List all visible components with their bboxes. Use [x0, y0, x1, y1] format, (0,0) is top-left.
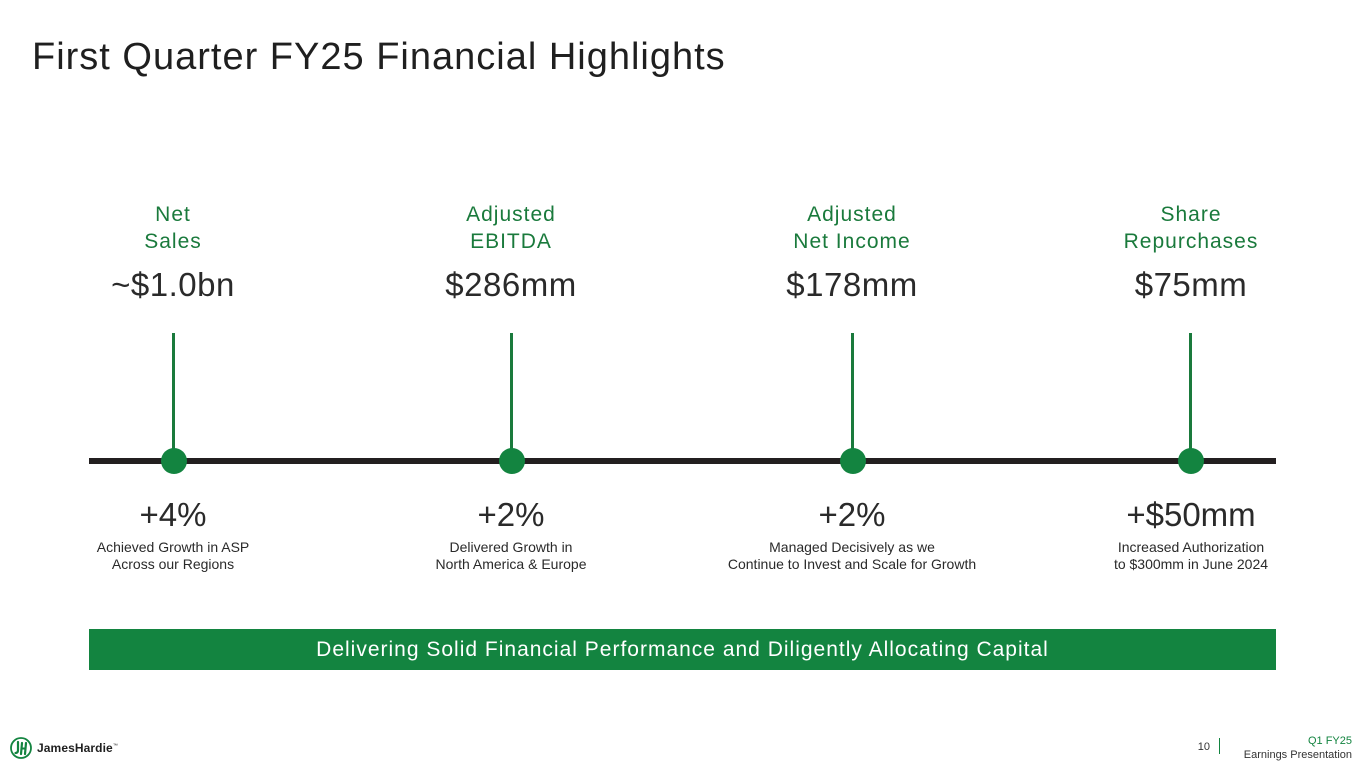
metric-description-line1: Increased Authorization — [1117, 539, 1265, 555]
metric-adjusted-net-income: Adjusted Net Income $178mm +2% Managed D… — [692, 0, 1012, 600]
metric-value: $286mm — [445, 266, 577, 303]
metric-value: ~$1.0bn — [111, 266, 235, 303]
metric-description-line2: Across our Regions — [111, 556, 235, 572]
metric-description: Increased Authorization to $300mm in Jun… — [1031, 539, 1351, 573]
metric-label-line2: EBITDA — [470, 230, 552, 253]
metric-description-line1: Delivered Growth in — [449, 539, 573, 555]
metric-change: +2% — [477, 496, 545, 533]
metric-change: +2% — [818, 496, 886, 533]
metric-value: $75mm — [1134, 266, 1248, 303]
timeline-stem — [510, 333, 513, 449]
metric-change: +$50mm — [1126, 496, 1256, 533]
summary-banner: Delivering Solid Financial Performance a… — [89, 629, 1276, 670]
metric-description: Delivered Growth in North America & Euro… — [351, 539, 671, 573]
metric-label-line1: Share — [1160, 203, 1222, 226]
metric-description-line1: Managed Decisively as we — [769, 539, 935, 555]
metric-label-line1: Adjusted — [466, 203, 556, 226]
metric-description-line2: to $300mm in June 2024 — [1113, 556, 1269, 572]
metric-label-line2: Repurchases — [1123, 230, 1259, 253]
metric-share-repurchases: Share Repurchases $75mm +$50mm Increased… — [1031, 0, 1351, 600]
metric-description: Managed Decisively as we Continue to Inv… — [692, 539, 1012, 573]
metric-description-line2: Continue to Invest and Scale for Growth — [727, 556, 977, 572]
metric-label-line2: Net Income — [793, 230, 911, 253]
metric-label: Adjusted EBITDA — [351, 201, 671, 255]
metric-label: Share Repurchases — [1031, 201, 1351, 255]
footer-label-line2: Earnings Presentation — [1243, 749, 1352, 761]
metric-description-line1: Achieved Growth in ASP — [96, 539, 250, 555]
timeline-dot — [161, 448, 187, 474]
metric-label: Net Sales — [13, 201, 333, 255]
logo-wordmark-text: JamesHardie — [37, 741, 113, 755]
footer-divider — [1219, 738, 1220, 754]
timeline-dot — [840, 448, 866, 474]
metric-label-line1: Adjusted — [807, 203, 897, 226]
metric-change: +4% — [139, 496, 207, 533]
footer-label-line1: Q1 FY25 — [1307, 735, 1352, 747]
metric-label: Adjusted Net Income — [692, 201, 1012, 255]
metric-value: $178mm — [786, 266, 918, 303]
metric-adjusted-ebitda: Adjusted EBITDA $286mm +2% Delivered Gro… — [351, 0, 671, 600]
logo-wordmark: JamesHardie™ — [37, 741, 118, 755]
metric-description-line2: North America & Europe — [435, 556, 587, 572]
timeline-stem — [851, 333, 854, 449]
page-number: 10 — [1197, 741, 1210, 753]
logo-trademark: ™ — [112, 743, 118, 749]
metric-net-sales: Net Sales ~$1.0bn +4% Achieved Growth in… — [13, 0, 333, 600]
james-hardie-logo-icon — [10, 737, 32, 759]
company-logo: JamesHardie™ — [10, 736, 118, 760]
metric-label-line1: Net — [155, 203, 191, 226]
metric-label-line2: Sales — [144, 230, 202, 253]
timeline-stem — [172, 333, 175, 449]
timeline-stem — [1189, 333, 1192, 449]
page-title: First Quarter FY25 Financial Highlights — [32, 36, 726, 78]
timeline-dot — [499, 448, 525, 474]
metric-description: Achieved Growth in ASP Across our Region… — [13, 539, 333, 573]
timeline-line — [89, 458, 1276, 464]
footer-label: Q1 FY25 Earnings Presentation — [1244, 734, 1352, 762]
timeline-dot — [1178, 448, 1204, 474]
